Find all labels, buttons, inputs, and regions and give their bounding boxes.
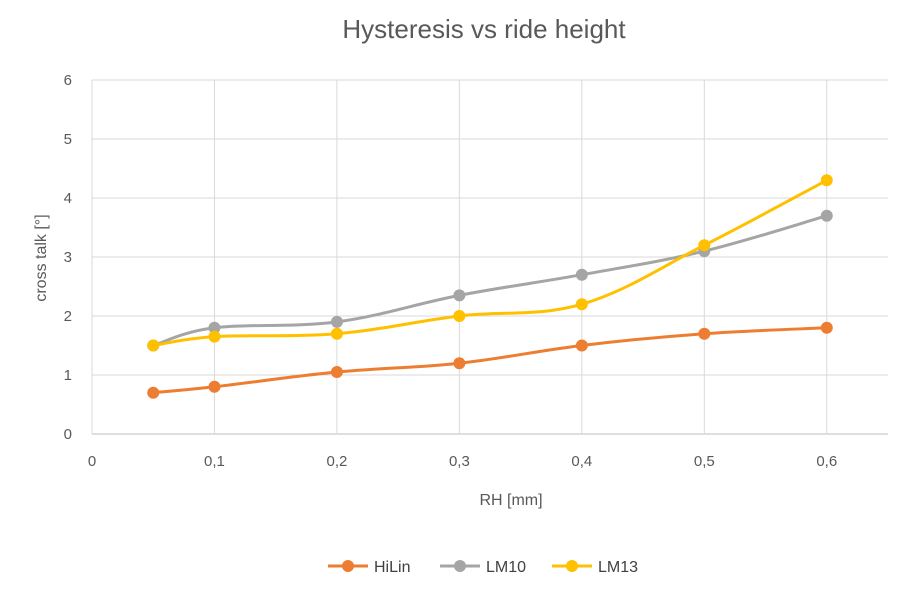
data-point (147, 339, 160, 352)
data-point (820, 321, 833, 334)
data-point (453, 289, 466, 302)
y-axis-label: cross talk [°] (33, 214, 50, 301)
legend-swatch-marker (342, 560, 354, 572)
data-point (208, 330, 221, 343)
legend-swatch-marker (454, 560, 466, 572)
series-line (151, 326, 829, 395)
x-tick-label: 0,1 (204, 453, 225, 470)
x-tick-label: 0,6 (816, 453, 837, 470)
data-point (330, 327, 343, 340)
data-point (330, 366, 343, 379)
y-tick-label: 3 (64, 249, 72, 266)
data-point (575, 339, 588, 352)
y-tick-label: 6 (64, 72, 72, 89)
data-point (698, 327, 711, 340)
x-tick-label: 0,2 (326, 453, 347, 470)
data-point (820, 174, 833, 187)
series-group (147, 174, 833, 399)
series-line (151, 178, 829, 347)
y-tick-label: 1 (64, 367, 72, 384)
y-tick-label: 0 (64, 426, 72, 443)
data-point (698, 239, 711, 252)
chart-title: Hysteresis vs ride height (342, 14, 626, 44)
y-tick-label: 2 (64, 308, 72, 325)
x-tick-label: 0,4 (571, 453, 592, 470)
legend-label: HiLin (374, 559, 410, 576)
legend-item-lm13: LM13 (552, 559, 638, 576)
data-point (575, 298, 588, 311)
series-hilin (147, 321, 833, 399)
legend: HiLin LM10 LM13 (328, 559, 638, 576)
data-point (208, 321, 221, 334)
x-tick-label: 0,3 (449, 453, 470, 470)
y-tick-label: 4 (64, 190, 72, 207)
data-point (330, 315, 343, 328)
legend-item-hilin: HiLin (328, 559, 410, 576)
y-axis-ticks: 0 1 2 3 4 5 6 (64, 72, 72, 443)
y-tick-label: 5 (64, 131, 72, 148)
gridlines (91, 79, 888, 435)
x-tick-label: 0,5 (694, 453, 715, 470)
x-axis-label: RH [mm] (479, 492, 542, 509)
data-point (147, 386, 160, 399)
x-axis-ticks: 0 0,1 0,2 0,3 0,4 0,5 0,6 (88, 453, 837, 470)
data-point (575, 268, 588, 281)
data-point (453, 357, 466, 370)
data-point (208, 380, 221, 393)
legend-label: LM13 (598, 559, 638, 576)
data-point (820, 209, 833, 222)
legend-label: LM10 (486, 559, 526, 576)
data-point (453, 310, 466, 322)
series-lm13 (147, 174, 833, 352)
legend-swatch-marker (566, 560, 578, 572)
legend-item-lm10: LM10 (440, 559, 526, 576)
x-tick-label: 0 (88, 453, 96, 470)
